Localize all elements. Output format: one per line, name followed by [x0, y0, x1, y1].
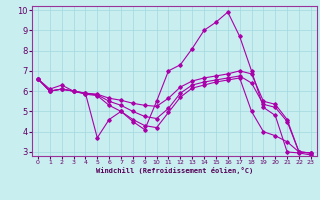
X-axis label: Windchill (Refroidissement éolien,°C): Windchill (Refroidissement éolien,°C)	[96, 167, 253, 174]
